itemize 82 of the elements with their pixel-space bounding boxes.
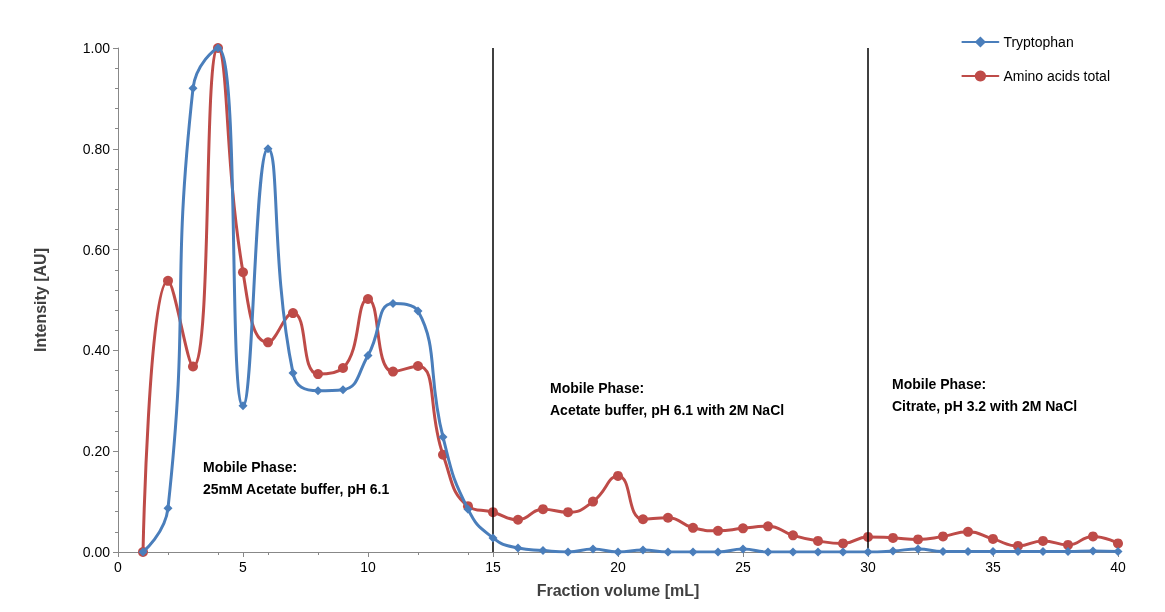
- x-tick-label: 0: [114, 559, 123, 575]
- point: [1038, 535, 1048, 546]
- point: [788, 530, 798, 541]
- x-tick-label: 25: [735, 559, 751, 575]
- point: [913, 534, 923, 545]
- y-tick-label: 0.20: [82, 443, 111, 460]
- point: [538, 504, 548, 515]
- point: [388, 366, 398, 377]
- x-tick-label: 30: [860, 559, 876, 575]
- point: [488, 533, 498, 543]
- point: [813, 535, 823, 546]
- annotation: Mobile Phase: 25mM Acetate buffer, pH 6.1: [203, 459, 390, 497]
- point: [1113, 538, 1123, 549]
- x-tick-label: 10: [360, 559, 376, 575]
- point: [813, 547, 823, 557]
- point: [863, 547, 873, 557]
- y-tick-label: 0.00: [82, 544, 111, 560]
- point: [763, 547, 773, 557]
- point: [888, 532, 898, 543]
- point: [238, 267, 248, 278]
- point: [638, 545, 648, 555]
- point: [288, 308, 298, 319]
- point: [563, 547, 573, 557]
- point: [763, 521, 773, 532]
- point: [338, 385, 348, 395]
- point: [913, 544, 923, 554]
- point: [413, 361, 423, 372]
- point: [613, 470, 623, 481]
- point: [513, 514, 523, 525]
- point: [438, 432, 448, 442]
- y-tick-label: 0.40: [82, 342, 111, 359]
- point: [263, 337, 273, 348]
- point: [963, 526, 973, 537]
- point: [363, 293, 373, 304]
- point: [188, 83, 198, 93]
- point: [638, 514, 648, 525]
- point: [238, 401, 248, 411]
- point: [188, 361, 198, 372]
- point: [288, 368, 298, 378]
- point: [663, 547, 673, 557]
- point: [738, 544, 748, 554]
- x-tick-label: 40: [1110, 559, 1126, 575]
- point: [688, 522, 698, 533]
- point: [613, 547, 623, 557]
- y-tick-label: 0.80: [82, 140, 111, 157]
- point: [888, 546, 898, 556]
- point: [788, 547, 798, 557]
- y-tick-label: 1.00: [82, 40, 111, 56]
- point: [688, 547, 698, 557]
- legend-label: Tryptophan: [1003, 34, 1074, 50]
- x-tick-label: 35: [985, 559, 1001, 575]
- point: [938, 531, 948, 542]
- x-tick-label: 20: [610, 559, 626, 575]
- point: [363, 350, 373, 360]
- point: [588, 544, 598, 554]
- point: [413, 306, 423, 316]
- point: [713, 525, 723, 536]
- point: [588, 496, 598, 507]
- annotation: Mobile Phase: Citrate, pH 3.2 with 2M NaCl: [892, 376, 1078, 414]
- point: [563, 507, 573, 518]
- point: [163, 275, 173, 286]
- point: [663, 512, 673, 523]
- x-tick-label: 15: [485, 559, 501, 575]
- point: [338, 363, 348, 374]
- point: [1088, 546, 1098, 556]
- point: [988, 533, 998, 544]
- x-tick-label: 5: [239, 559, 248, 575]
- point: [838, 538, 848, 549]
- x-axis-title: Fraction volume [mL]: [536, 581, 700, 599]
- point: [538, 545, 548, 555]
- point: [1088, 531, 1098, 542]
- point: [713, 547, 723, 557]
- point: [313, 369, 323, 380]
- annotation: Mobile Phase: Acetate buffer, pH 6.1 with 2M NaCl: [550, 380, 785, 418]
- point: [838, 547, 848, 557]
- y-axis-title: Intensity [AU]: [31, 248, 49, 352]
- point: [388, 299, 398, 309]
- point: [738, 523, 748, 534]
- legend-label: Amino acids total: [1003, 68, 1110, 84]
- y-tick-label: 0.60: [82, 241, 111, 258]
- point: [513, 543, 523, 553]
- point: [263, 144, 273, 154]
